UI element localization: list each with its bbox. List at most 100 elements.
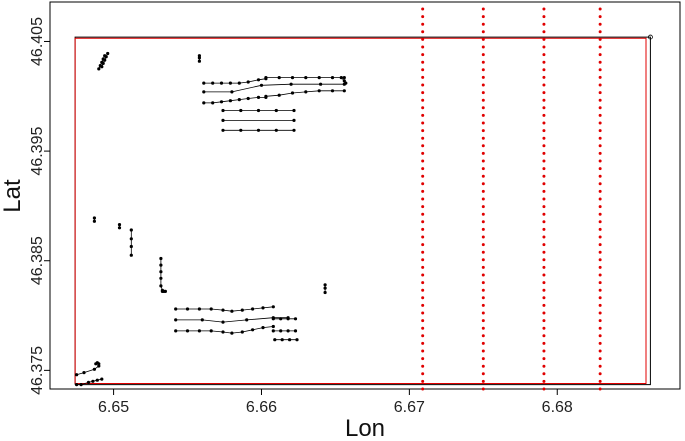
- x-tick-label: 6.66: [246, 399, 277, 416]
- x-tick-label: 6.68: [542, 399, 573, 416]
- data-point: [286, 317, 290, 321]
- data-point: [279, 329, 283, 333]
- data-point: [261, 326, 265, 330]
- data-point: [159, 276, 163, 280]
- data-point: [277, 93, 281, 97]
- x-tick-label: 6.65: [98, 399, 129, 416]
- data-point: [239, 108, 243, 113]
- data-point: [240, 308, 244, 312]
- data-point: [129, 228, 133, 232]
- data-point: [246, 96, 250, 101]
- y-axis-title: Lat: [0, 179, 26, 213]
- data-point: [202, 101, 206, 105]
- data-point: [288, 338, 292, 342]
- data-point: [97, 67, 101, 71]
- data-point: [256, 128, 261, 132]
- data-point: [221, 308, 225, 312]
- data-point: [256, 108, 261, 113]
- data-point: [271, 329, 275, 333]
- data-point: [256, 78, 261, 82]
- data-point: [159, 270, 163, 274]
- y-tick-label: 46.395: [29, 127, 46, 176]
- data-point: [209, 329, 213, 333]
- data-point: [97, 362, 101, 366]
- boundary-black: [74, 36, 651, 386]
- data-point: [246, 80, 250, 84]
- data-point: [239, 128, 243, 132]
- data-point: [271, 324, 275, 329]
- x-axis: 6.65 6.66 6.67 6.68: [98, 389, 573, 416]
- series-line: [203, 83, 345, 93]
- data-point: [259, 83, 264, 87]
- data-point: [159, 263, 163, 267]
- data-point: [292, 108, 296, 113]
- data-point: [251, 328, 255, 332]
- data-point: [317, 89, 321, 93]
- data-point: [129, 237, 133, 241]
- data-point: [219, 100, 224, 104]
- data-point: [271, 305, 275, 309]
- data-point: [293, 317, 298, 321]
- data-point: [197, 307, 201, 311]
- data-point: [75, 373, 79, 377]
- data-point: [264, 76, 268, 80]
- data-point: [129, 253, 133, 257]
- y-tick-label: 46.385: [29, 236, 46, 285]
- data-point: [240, 330, 244, 334]
- data-point: [174, 329, 178, 333]
- data-point: [163, 289, 167, 293]
- data-point: [185, 307, 190, 311]
- data-point: [344, 81, 348, 85]
- series-line: [175, 326, 274, 334]
- data-point: [200, 318, 204, 322]
- data-point: [342, 89, 346, 93]
- data-point: [197, 329, 201, 333]
- data-point: [277, 76, 281, 80]
- data-point: [159, 256, 163, 261]
- red-dotted-lines-layer: [421, 0, 602, 391]
- data-point: [274, 128, 278, 132]
- data-point: [91, 379, 95, 383]
- data-point: [86, 380, 91, 384]
- y-tick-label: 46.405: [29, 17, 46, 66]
- data-point: [290, 76, 295, 80]
- data-point: [79, 383, 83, 387]
- data-point: [271, 317, 275, 321]
- data-point: [264, 94, 268, 98]
- data-point: [129, 244, 133, 249]
- series-line: [175, 317, 289, 323]
- data-point: [304, 76, 308, 80]
- data-point: [251, 307, 255, 311]
- data-point: [101, 61, 105, 65]
- data-point: [185, 329, 190, 333]
- data-point: [273, 338, 277, 342]
- data-point: [256, 95, 261, 99]
- data-point: [304, 90, 308, 94]
- data-point: [211, 101, 215, 105]
- data-point: [197, 56, 201, 60]
- series-line: [175, 306, 274, 312]
- data-point: [319, 82, 323, 86]
- data-point: [237, 81, 241, 85]
- plot-frame: [49, 1, 681, 390]
- data-point: [286, 329, 290, 333]
- data-point: [295, 338, 299, 342]
- data-point: [174, 318, 178, 322]
- data-point: [279, 317, 283, 321]
- data-point: [92, 219, 96, 223]
- data-point: [159, 284, 163, 288]
- data-point: [117, 226, 122, 230]
- data-point: [202, 81, 206, 85]
- data-point: [323, 290, 327, 295]
- data-point: [228, 81, 232, 85]
- data-point: [323, 283, 327, 287]
- data-point: [219, 81, 224, 85]
- data-point: [202, 90, 206, 94]
- data-point: [330, 89, 335, 93]
- x-axis-title: Lon: [345, 415, 385, 441]
- data-point: [290, 91, 295, 95]
- data-point: [230, 331, 234, 335]
- data-point: [230, 90, 234, 94]
- data-point: [221, 108, 225, 113]
